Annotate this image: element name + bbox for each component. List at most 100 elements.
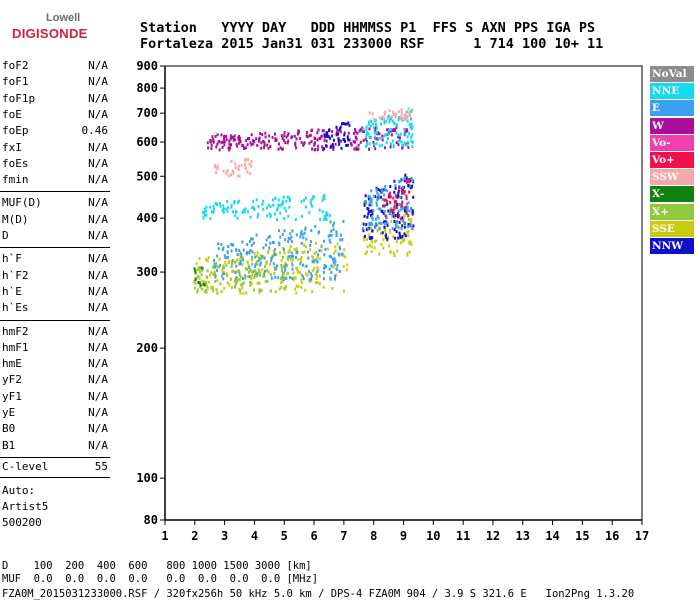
echo-point: [278, 204, 281, 208]
echo-point: [376, 229, 379, 233]
echo-point: [376, 126, 379, 130]
echo-point: [197, 281, 200, 285]
echo-point: [410, 206, 413, 210]
echo-point: [376, 214, 379, 218]
echo-point: [233, 201, 236, 205]
echo-point: [325, 213, 328, 217]
echo-point: [289, 237, 292, 241]
echo-point: [295, 291, 298, 295]
echo-point: [238, 134, 241, 138]
echo-point: [355, 137, 358, 141]
echo-point: [263, 256, 266, 260]
echo-point: [202, 280, 205, 284]
echo-point: [197, 268, 200, 272]
echo-point: [300, 199, 303, 203]
echo-point: [365, 201, 368, 205]
echo-point: [241, 282, 244, 286]
echo-point: [408, 209, 411, 213]
echo-point: [257, 259, 260, 263]
echo-point: [376, 132, 379, 136]
echo-point: [328, 129, 331, 133]
echo-point: [232, 210, 235, 214]
echo-point: [314, 272, 317, 276]
echo-point: [284, 261, 287, 265]
param-name: hmF1: [2, 340, 29, 354]
echo-point: [393, 122, 396, 126]
echo-point: [398, 139, 401, 143]
echo-point: [370, 189, 373, 193]
echo-point: [373, 246, 376, 250]
echo-point: [332, 221, 335, 225]
echo-point: [202, 216, 205, 220]
echo-point: [342, 122, 345, 126]
echo-point: [336, 267, 339, 271]
echo-point: [199, 285, 202, 289]
echo-point: [402, 143, 405, 147]
echo-point: [263, 272, 266, 276]
echo-point: [288, 198, 291, 202]
echo-point: [260, 146, 263, 150]
echo-point: [323, 217, 326, 221]
echo-point: [397, 135, 400, 139]
echo-point: [222, 140, 225, 144]
echo-point: [279, 235, 282, 239]
echo-point: [211, 135, 214, 139]
echo-point: [248, 137, 251, 141]
header-line-1: Station YYYY DAY DDD HHMMSS P1 FFS S AXN…: [140, 20, 596, 36]
echo-point: [300, 214, 303, 218]
echo-point: [253, 207, 256, 211]
echo-point: [274, 267, 277, 271]
echo-point: [404, 209, 407, 213]
echo-point: [328, 213, 331, 217]
echo-point: [386, 117, 389, 121]
echo-point: [211, 265, 214, 269]
echo-point: [300, 260, 303, 264]
echo-point: [365, 140, 368, 144]
echo-point: [377, 138, 380, 142]
x-tick-label: 3: [221, 529, 228, 543]
echo-point: [365, 250, 368, 254]
echo-point: [384, 184, 387, 188]
param-hf2: h`F2 N/A: [2, 269, 108, 285]
echo-point: [301, 274, 304, 278]
echo-point: [232, 136, 235, 140]
param-name: B1: [2, 438, 16, 452]
param-name: fxI: [2, 140, 22, 154]
echo-point: [290, 261, 293, 265]
echo-point: [403, 213, 406, 217]
echo-point: [371, 212, 374, 216]
echo-point: [239, 256, 242, 260]
echo-point: [412, 224, 415, 228]
echo-point: [315, 276, 318, 280]
echo-point: [242, 291, 245, 295]
echo-point: [246, 260, 249, 264]
echo-point: [321, 129, 324, 133]
echo-point: [339, 125, 342, 129]
echo-point: [325, 211, 328, 215]
echo-point: [239, 288, 242, 292]
echo-point: [369, 214, 372, 218]
echo-point: [408, 111, 411, 115]
echo-point: [257, 268, 260, 272]
echo-point: [379, 207, 382, 211]
echo-point: [369, 226, 372, 230]
logo-bottom-text: DIGISONDE: [12, 26, 88, 41]
echo-point: [281, 136, 284, 140]
echo-point: [259, 253, 262, 257]
echo-point: [335, 131, 338, 135]
echo-point: [206, 284, 209, 288]
echo-point: [221, 208, 224, 212]
echo-point: [281, 255, 284, 259]
echo-point: [332, 228, 335, 232]
echo-point: [337, 137, 340, 141]
echo-point: [267, 139, 270, 143]
echo-point: [234, 271, 237, 275]
echo-point: [389, 117, 392, 121]
echo-point: [297, 270, 300, 274]
param-value: N/A: [88, 156, 108, 170]
echo-point: [397, 110, 400, 114]
echo-point: [366, 245, 369, 249]
echo-point: [205, 290, 208, 294]
footer-muf: MUF 0.0 0.0 0.0 0.0 0.0 0.0 0.0 0.0 [MHz…: [2, 573, 319, 585]
echo-point: [383, 204, 386, 208]
